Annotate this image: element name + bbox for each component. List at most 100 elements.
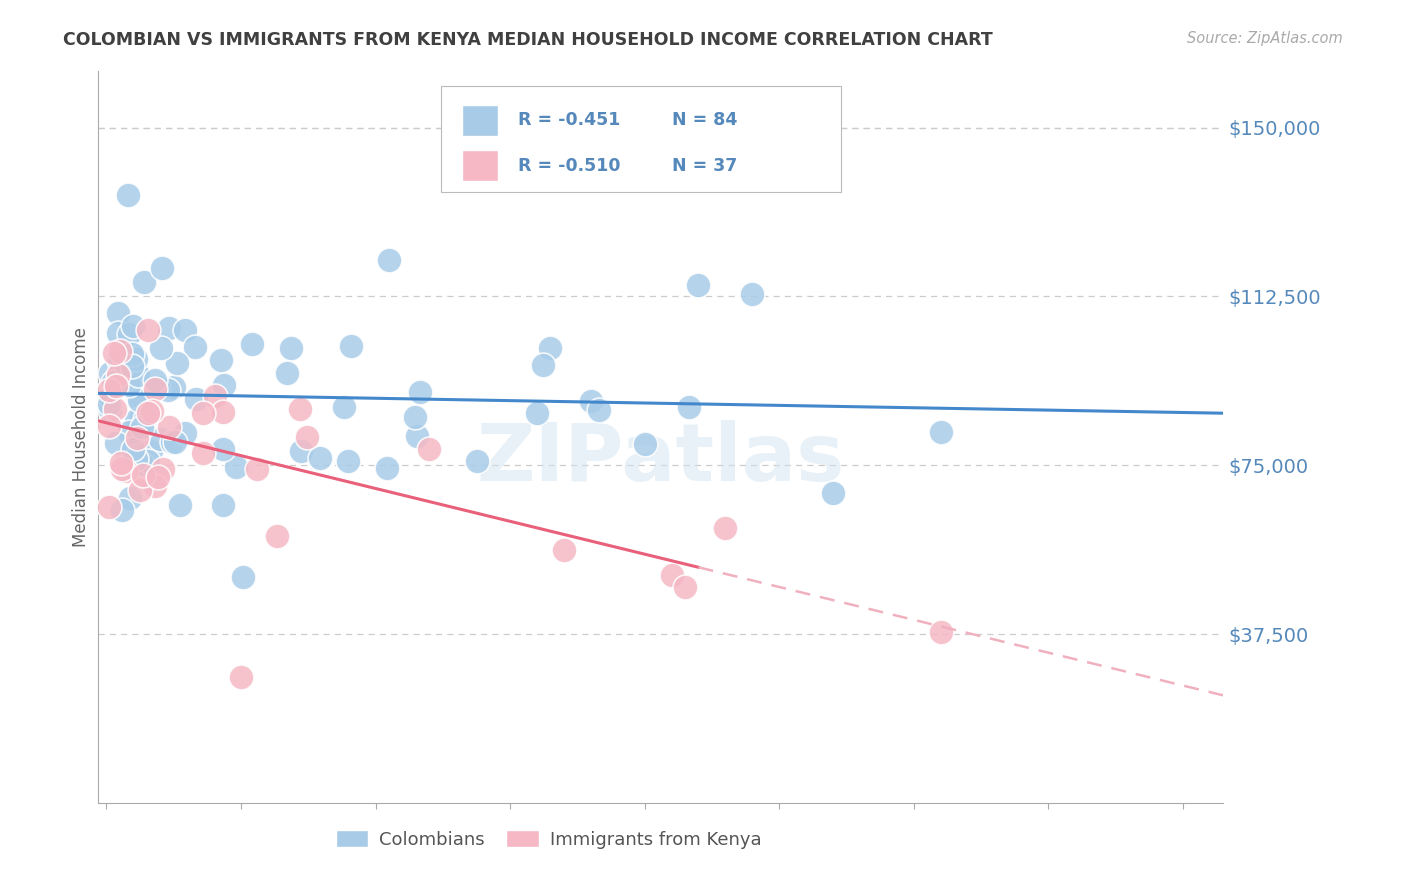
Point xyxy=(111,375,134,389)
Point xyxy=(148,470,170,484)
Point xyxy=(553,543,575,558)
Point xyxy=(134,412,156,426)
Text: N = 37: N = 37 xyxy=(672,157,737,175)
Point xyxy=(288,402,311,417)
Point xyxy=(143,382,166,396)
Text: N = 84: N = 84 xyxy=(672,112,737,129)
Point xyxy=(741,287,763,301)
Point xyxy=(929,425,952,439)
Point xyxy=(157,383,180,397)
Text: R = -0.510: R = -0.510 xyxy=(517,157,620,175)
Point xyxy=(409,385,432,400)
Point xyxy=(336,453,359,467)
Point xyxy=(183,340,205,354)
Text: Source: ZipAtlas.com: Source: ZipAtlas.com xyxy=(1187,31,1343,46)
Point xyxy=(538,341,561,355)
Point xyxy=(169,498,191,512)
Point xyxy=(225,459,247,474)
Point xyxy=(160,434,183,449)
Point xyxy=(132,276,155,290)
Point xyxy=(149,432,172,446)
Point xyxy=(141,403,163,417)
Point xyxy=(131,457,153,471)
Point xyxy=(418,442,440,456)
Point xyxy=(122,442,145,457)
Point xyxy=(105,379,128,393)
Point xyxy=(276,366,298,380)
Point xyxy=(98,500,121,514)
Point xyxy=(125,431,148,445)
Point xyxy=(107,306,129,320)
Point xyxy=(531,359,554,373)
Point xyxy=(157,419,180,434)
Point xyxy=(103,375,125,389)
Point xyxy=(125,452,148,467)
Point xyxy=(125,365,148,379)
Point xyxy=(634,437,657,451)
Point xyxy=(115,464,138,478)
Point xyxy=(118,378,141,392)
Point xyxy=(108,354,131,368)
Point xyxy=(98,366,121,380)
Point xyxy=(163,379,186,393)
Legend: Colombians, Immigrants from Kenya: Colombians, Immigrants from Kenya xyxy=(329,822,768,856)
Point xyxy=(333,401,356,415)
Point xyxy=(212,498,235,512)
Point xyxy=(174,323,197,337)
Point xyxy=(526,405,548,419)
Point xyxy=(118,425,141,439)
Point xyxy=(103,346,125,360)
Point xyxy=(136,454,159,468)
Point xyxy=(209,353,232,368)
Point xyxy=(184,392,207,406)
Point xyxy=(929,624,952,639)
Point xyxy=(406,429,429,443)
Point xyxy=(143,373,166,387)
Point xyxy=(138,406,160,420)
Text: COLOMBIAN VS IMMIGRANTS FROM KENYA MEDIAN HOUSEHOLD INCOME CORRELATION CHART: COLOMBIAN VS IMMIGRANTS FROM KENYA MEDIA… xyxy=(63,31,993,49)
Point xyxy=(375,461,398,475)
Text: ZIPatlas: ZIPatlas xyxy=(477,420,845,498)
Point xyxy=(114,356,136,370)
Point xyxy=(98,390,121,404)
Point xyxy=(129,392,152,406)
Point xyxy=(229,670,252,684)
Point xyxy=(143,479,166,493)
Point xyxy=(124,412,146,426)
Point xyxy=(107,368,129,382)
Point xyxy=(136,323,159,337)
Point xyxy=(246,462,269,476)
Point xyxy=(148,380,170,394)
Point xyxy=(308,451,330,466)
Point xyxy=(124,348,146,362)
Point xyxy=(111,351,134,366)
Point xyxy=(340,339,363,353)
FancyBboxPatch shape xyxy=(441,86,841,192)
Point xyxy=(404,410,426,425)
Point xyxy=(152,462,174,476)
Point xyxy=(377,253,399,268)
Point xyxy=(661,568,683,582)
Point xyxy=(191,406,214,420)
Point xyxy=(129,411,152,425)
Point xyxy=(121,347,143,361)
Point xyxy=(118,491,141,505)
Point xyxy=(297,430,319,444)
Point xyxy=(211,404,233,418)
Point xyxy=(122,319,145,334)
Point xyxy=(166,356,188,370)
Point xyxy=(98,403,121,417)
Point xyxy=(588,402,610,417)
Point xyxy=(110,461,132,475)
Point xyxy=(290,444,312,458)
Point xyxy=(110,343,132,358)
Point xyxy=(688,278,710,293)
Point xyxy=(174,425,197,440)
Point xyxy=(714,521,737,535)
Point xyxy=(673,580,696,594)
Point xyxy=(117,188,139,202)
Point xyxy=(117,327,139,342)
Point xyxy=(98,419,121,434)
Point xyxy=(240,337,263,351)
Point xyxy=(163,435,186,450)
